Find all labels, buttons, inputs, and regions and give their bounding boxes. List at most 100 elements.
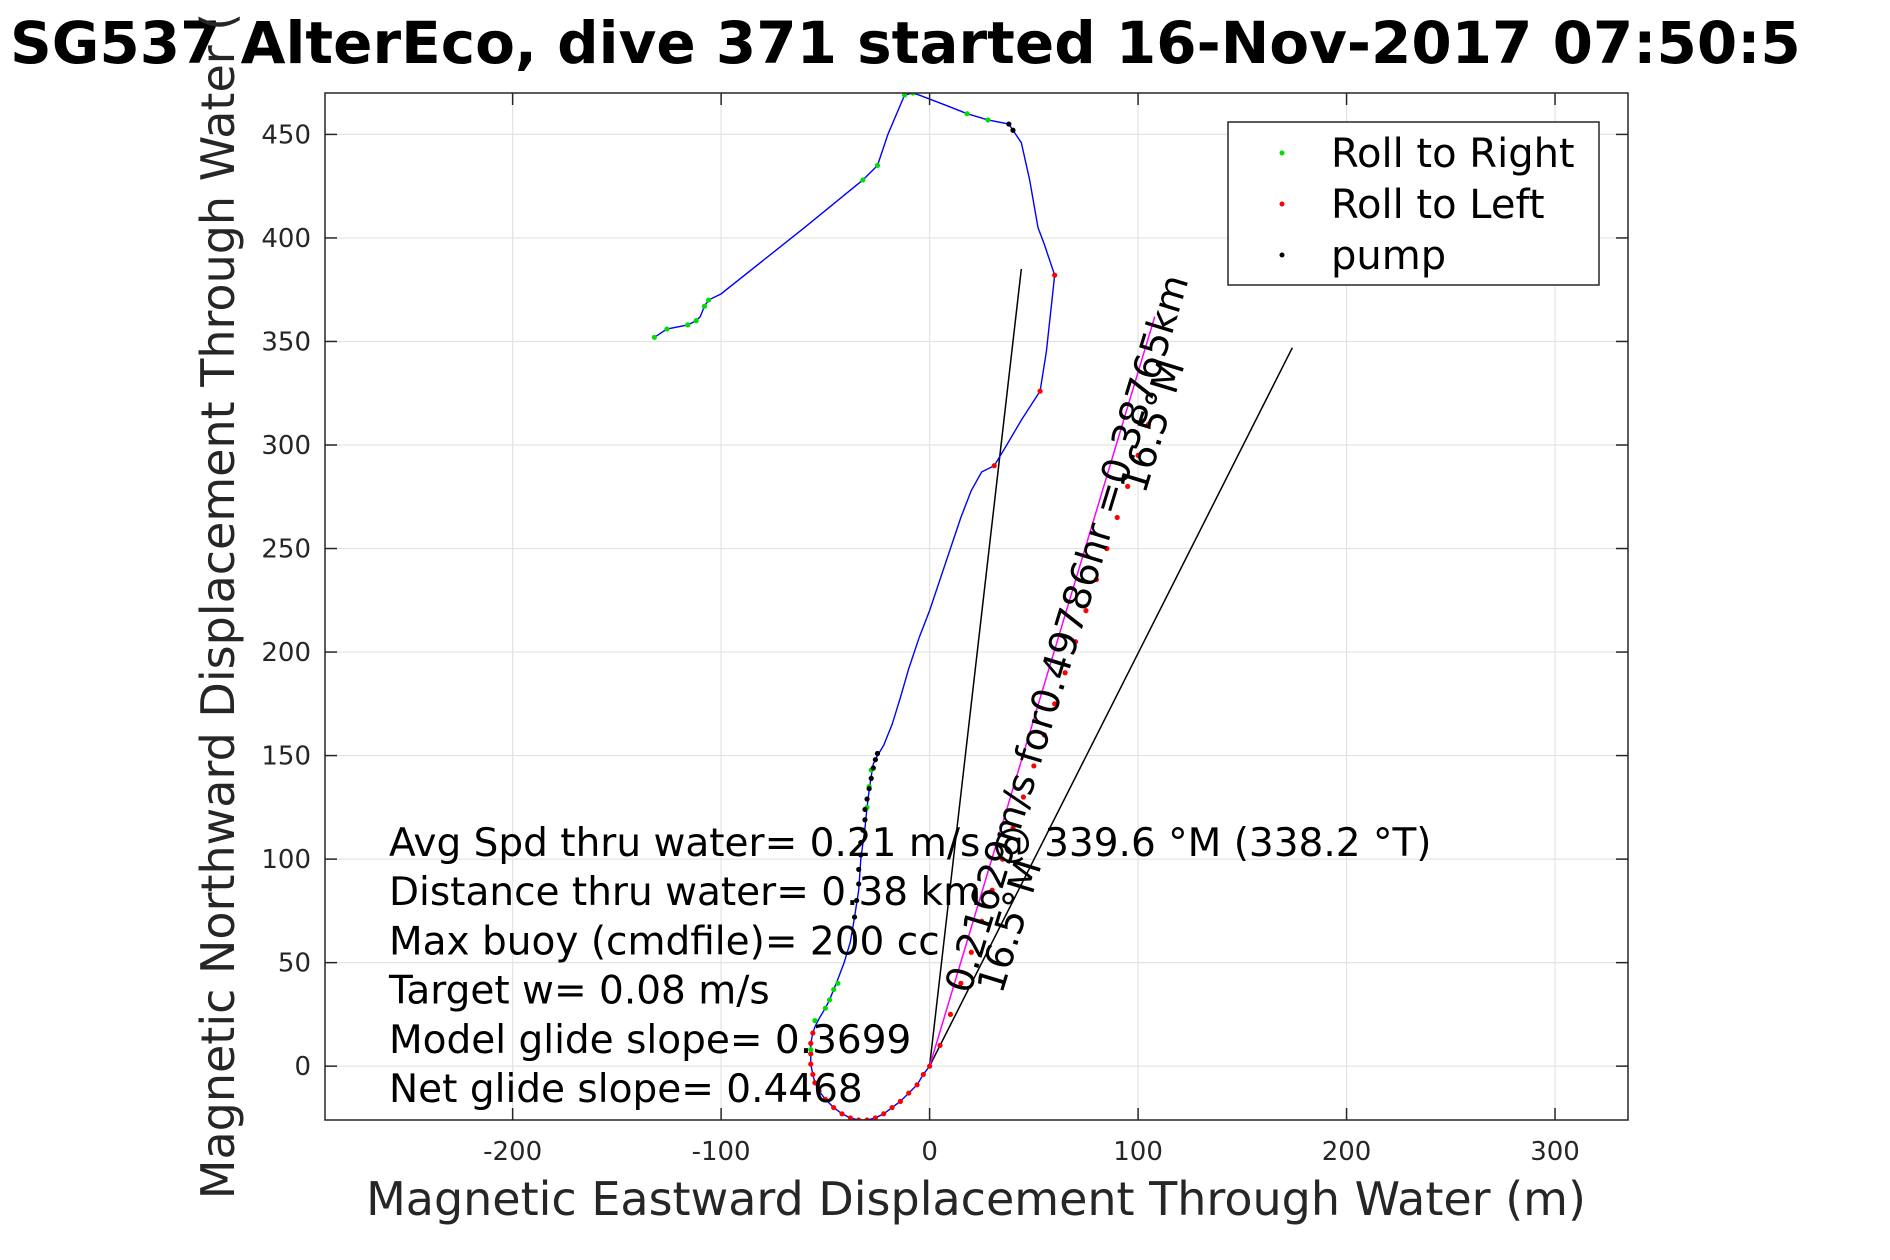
- roll-left-point: [808, 1040, 814, 1046]
- y-tick-label: 450: [261, 120, 311, 150]
- roll-left-point: [889, 1104, 895, 1111]
- roll-right-point: [831, 986, 837, 993]
- annotation-line: Target w= 0.08 m/s: [388, 969, 770, 1014]
- roll-left-point: [1114, 514, 1120, 521]
- roll-left-point: [831, 1104, 837, 1111]
- x-tick-label: -100: [692, 1137, 751, 1167]
- roll-left-point: [989, 887, 995, 893]
- legend-marker-roll-right: [1279, 150, 1285, 156]
- y-tick-label: 0: [294, 1052, 311, 1082]
- roll-left-point: [812, 1080, 818, 1086]
- legend-box: [1227, 121, 1600, 286]
- pump-point: [858, 852, 864, 858]
- pump-point: [874, 750, 881, 757]
- roll-right-point: [901, 93, 908, 98]
- annotation-line: Max buoy (cmdfile)= 200 cc: [389, 919, 940, 964]
- net-displacement-line: [928, 316, 1156, 1067]
- pump-point: [864, 796, 870, 802]
- roll-left-point: [808, 1051, 814, 1057]
- roll-left-point: [1104, 545, 1110, 552]
- roll-left-point: [872, 1115, 878, 1120]
- roll-left-point: [968, 949, 974, 955]
- roll-right-point: [835, 980, 841, 986]
- pump-point: [866, 786, 872, 792]
- annotation-line: Net glide slope= 0.4468: [389, 1067, 863, 1112]
- roll-left-point: [926, 1063, 933, 1069]
- pump-point: [854, 897, 860, 904]
- annotation-block: Avg Spd thru water= 0.21 m/s @ 339.6 °M …: [388, 821, 1432, 1112]
- current-line: [928, 347, 1294, 1067]
- roll-left-point: [937, 1042, 943, 1049]
- roll-left-point: [991, 463, 997, 469]
- pump-point: [862, 817, 868, 823]
- roll-left-point: [1062, 670, 1068, 676]
- roll-left-point: [979, 918, 985, 924]
- roll-left-point: [1125, 483, 1131, 490]
- roll-left-point: [906, 1090, 912, 1096]
- pump-point: [870, 765, 876, 771]
- legend-label-roll-left: Roll to Left: [1331, 182, 1545, 228]
- pump-point: [862, 806, 868, 813]
- y-tick-label: 100: [261, 845, 311, 875]
- roll-right-point: [651, 334, 657, 340]
- plot-marks: [651, 93, 1294, 1120]
- roll-left-point: [999, 856, 1006, 862]
- roll-left-point: [1135, 452, 1141, 458]
- y-axis-label: Magnetic Northward Displacement Through …: [191, 13, 245, 1199]
- y-tick-label: 150: [261, 742, 311, 772]
- roll-left-point: [1072, 639, 1079, 645]
- legend-marker-roll-left: [1279, 201, 1285, 207]
- roll-right-point: [812, 1018, 818, 1024]
- roll-left-point: [816, 1088, 822, 1094]
- y-tick-label: 350: [261, 327, 311, 357]
- annotation-line: Avg Spd thru water= 0.21 m/s @ 339.6 °M …: [389, 821, 1432, 866]
- legend-label-pump: pump: [1331, 233, 1446, 279]
- legend-label-roll-right: Roll to Right: [1331, 131, 1575, 177]
- roll-left-point: [1145, 421, 1152, 427]
- y-tick-label: 200: [261, 638, 311, 668]
- x-tick-label: 0: [921, 1137, 938, 1167]
- roll-left-point: [1037, 388, 1043, 394]
- annotation-line: Model glide slope= 0.3699: [389, 1018, 911, 1063]
- roll-right-point: [693, 318, 699, 324]
- x-tick-label: -200: [483, 1137, 542, 1167]
- pump-point: [851, 914, 858, 920]
- roll-right-point: [706, 297, 712, 303]
- roll-left-point: [947, 1011, 954, 1018]
- ticks: -200 -100 0 100 200 300 0 50 100 150 200 250 300 350 4…: [261, 93, 1628, 1167]
- roll-left-point: [914, 1082, 920, 1088]
- roll-left-point: [1020, 794, 1027, 800]
- roll-right-point: [874, 162, 881, 169]
- chart-title: SG537 AlterEco, dive 371 started 16-Nov-…: [10, 9, 1801, 77]
- legend: Roll to Right Roll to Left pump: [1227, 121, 1600, 286]
- roll-left-point: [958, 980, 964, 986]
- roll-left-point: [822, 1096, 828, 1102]
- roll-left-point: [897, 1098, 904, 1104]
- roll-left-point: [881, 1111, 887, 1117]
- roll-left-point: [1052, 272, 1058, 278]
- pump-point: [1010, 127, 1016, 133]
- roll-right-point: [701, 303, 708, 309]
- roll-left-point: [810, 1071, 816, 1078]
- roll-left-point: [1041, 732, 1047, 738]
- roll-left-point: [810, 1030, 816, 1036]
- pump-point: [856, 881, 862, 887]
- roll-left-point: [1031, 763, 1037, 769]
- roll-left-point: [839, 1111, 845, 1117]
- roll-left-point: [808, 1061, 814, 1067]
- x-tick-label: 200: [1322, 1137, 1372, 1167]
- y-tick-label: 400: [261, 224, 311, 254]
- y-tick-label: 250: [261, 535, 311, 565]
- roll-right-point: [964, 111, 970, 117]
- data-layer: [651, 93, 1294, 1120]
- annotation-line: Distance thru water= 0.38 km: [389, 870, 981, 915]
- pump-point: [856, 866, 862, 873]
- pump-point: [1006, 121, 1012, 127]
- x-tick-label: 100: [1113, 1137, 1163, 1167]
- x-tick-label: 300: [1530, 1137, 1580, 1167]
- axes-frame: [324, 92, 1629, 1121]
- roll-right-point: [685, 322, 691, 328]
- roll-left-point: [1010, 825, 1016, 831]
- legend-marker-pump: [1279, 252, 1285, 258]
- roll-left-point: [1052, 701, 1058, 707]
